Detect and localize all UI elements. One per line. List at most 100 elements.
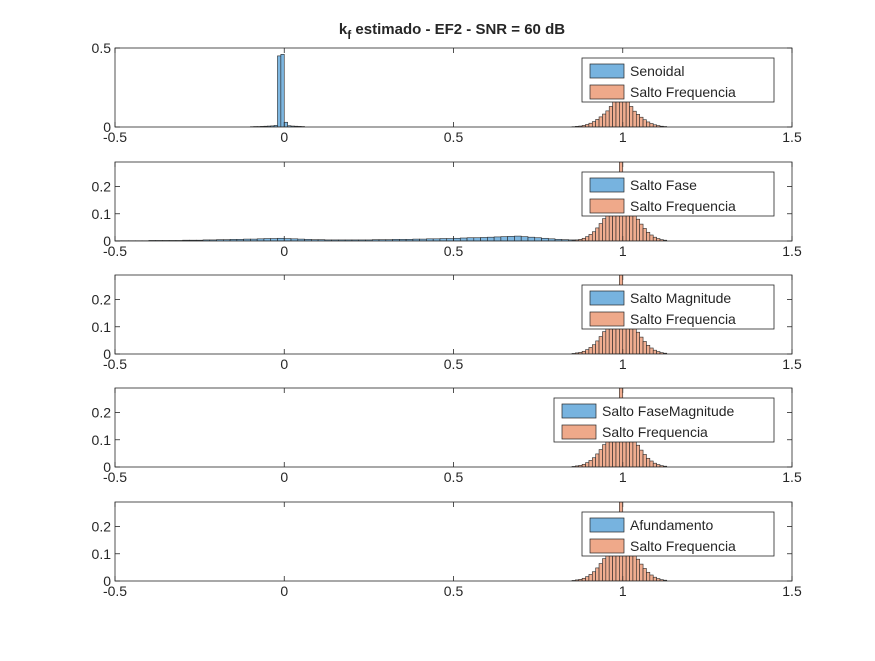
legend-swatch	[590, 291, 624, 305]
histogram-bar	[650, 461, 653, 467]
legend-label: Salto Frequencia	[602, 424, 708, 440]
histogram-bar	[596, 454, 599, 467]
histogram-bar	[646, 345, 649, 354]
legend-swatch	[590, 178, 624, 192]
x-tick-label: 1	[619, 583, 627, 599]
y-tick-label: 0	[103, 119, 111, 135]
histogram-bar	[586, 577, 589, 581]
histogram-bar	[606, 213, 609, 241]
histogram-bar	[454, 238, 461, 241]
histogram-bar	[460, 238, 467, 241]
histogram-bar	[589, 574, 592, 581]
histogram-bar	[613, 102, 616, 127]
histogram-bar	[586, 350, 589, 354]
x-tick-label: 1	[619, 356, 627, 372]
histogram-bar	[582, 351, 585, 354]
histogram-bar	[650, 348, 653, 354]
histogram-bar	[609, 106, 612, 127]
histogram-bar	[589, 234, 592, 241]
legend-label: Salto Frequencia	[630, 198, 736, 214]
histogram-bar	[501, 237, 508, 241]
histogram-bar	[602, 332, 605, 354]
histogram-bar	[636, 559, 639, 581]
histogram-bar	[640, 117, 643, 127]
y-tick-label: 0	[103, 233, 111, 249]
y-tick-label: 0.1	[92, 546, 112, 562]
histogram-bar	[521, 237, 528, 241]
legend-swatch	[562, 404, 596, 418]
x-tick-label: 1.5	[782, 469, 802, 485]
histogram-bar	[602, 219, 605, 241]
histogram-bar	[636, 445, 639, 467]
legend-swatch	[590, 199, 624, 213]
histogram-bar	[281, 54, 284, 127]
y-tick-label: 0.1	[92, 319, 112, 335]
histogram-bar	[646, 122, 649, 127]
x-tick-label: 0.5	[444, 243, 464, 259]
histogram-bar	[640, 564, 643, 581]
x-tick-label: 1.5	[782, 356, 802, 372]
histogram-bar	[599, 564, 602, 581]
histogram-bar	[633, 214, 636, 241]
legend: Salto FaseMagnitude Salto Frequencia	[554, 398, 774, 442]
histogram-bar	[646, 572, 649, 581]
figure-title: kf estimado - EF2 - SNR = 60 dB	[339, 21, 565, 42]
histogram-bar	[589, 460, 592, 467]
legend-swatch	[590, 518, 624, 532]
x-tick-label: 0	[280, 356, 288, 372]
histogram-bar	[494, 237, 501, 241]
histogram-bar	[277, 56, 280, 127]
x-tick-label: 0	[280, 129, 288, 145]
histogram-bar	[592, 122, 595, 127]
x-tick-label: 1	[619, 243, 627, 259]
histogram-bar	[640, 224, 643, 241]
histogram-bar	[630, 106, 633, 127]
legend-swatch	[562, 425, 596, 439]
x-tick-label: 0.5	[444, 129, 464, 145]
histogram-bar	[586, 463, 589, 467]
histogram-bar	[606, 439, 609, 467]
x-tick-label: 1.5	[782, 243, 802, 259]
histogram-bar	[650, 235, 653, 241]
histogram-bar	[514, 236, 521, 241]
x-tick-label: 1	[619, 469, 627, 485]
x-tick-label: 0	[280, 469, 288, 485]
histogram-bar	[508, 236, 515, 241]
histogram-bar	[640, 337, 643, 354]
histogram-bar	[528, 237, 535, 241]
histogram-bar	[582, 238, 585, 241]
histogram-bar	[646, 458, 649, 467]
histogram-bar	[650, 575, 653, 581]
x-tick-label: 1.5	[782, 583, 802, 599]
histogram-bar	[602, 114, 605, 127]
histogram-bar	[643, 568, 646, 581]
legend-swatch	[590, 64, 624, 78]
histogram-bar	[592, 232, 595, 241]
histogram-bar	[599, 224, 602, 241]
histogram-bar	[542, 238, 549, 241]
histogram-bar	[487, 237, 494, 241]
figure-title-rest: estimado - EF2 - SNR = 60 dB	[351, 21, 565, 38]
y-tick-label: 0.5	[92, 40, 112, 56]
histogram-bar	[582, 578, 585, 581]
legend-label: Salto FaseMagnitude	[602, 403, 735, 419]
histogram-bar	[596, 228, 599, 241]
histogram-bar	[636, 332, 639, 354]
histogram-bar	[653, 350, 656, 354]
histogram-bar	[599, 117, 602, 127]
legend-label: Senoidal	[630, 63, 685, 79]
histogram-bar	[596, 119, 599, 127]
histogram-bar	[653, 237, 656, 241]
histogram-bar	[606, 553, 609, 581]
x-tick-label: 0.5	[444, 469, 464, 485]
legend-label: Salto Frequencia	[630, 311, 736, 327]
legend-swatch	[590, 312, 624, 326]
histogram-bar	[602, 559, 605, 581]
histogram-bar	[474, 238, 481, 241]
